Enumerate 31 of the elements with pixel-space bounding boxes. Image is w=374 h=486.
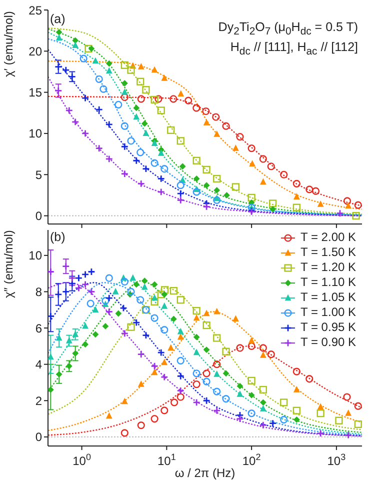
y-tick-label: 15 [28, 86, 42, 100]
y-tick-label: 8 [35, 284, 42, 299]
y-tick-label: 4 [35, 358, 42, 372]
legend-label: T = 2.00 K [300, 230, 356, 245]
legend-label: T = 1.00 K [300, 305, 356, 320]
x-tick-label: 10$^{3}$ [327, 452, 346, 468]
legend-label: T = 1.10 K [300, 275, 356, 290]
annotation: (b) [50, 230, 66, 244]
legend-label: T = 1.05 K [300, 290, 356, 305]
x-tick-label: 10$^{1}$ [157, 452, 176, 468]
y-axis-title: χ″ (emu/mol) [1, 230, 16, 298]
y-tick-label: 10 [28, 248, 42, 263]
legend-label: T = 1.20 K [300, 260, 356, 275]
annotation: (a) [50, 12, 66, 26]
x-axis-title: ω / 2π (Hz) [174, 466, 236, 480]
y-tick-label: 2 [35, 394, 42, 408]
annotation: H$_{dc}$ // [111], H$_{ac}$ // [112] [230, 40, 358, 58]
y-tick-label: 6 [35, 321, 42, 336]
legend-label: T = 0.90 K [300, 335, 356, 350]
legend-label: T = 1.50 K [300, 245, 356, 260]
y-tick-label: 25 [28, 3, 42, 18]
x-tick-label: 10$^{2}$ [242, 452, 261, 468]
y-tick-label: 0 [35, 209, 42, 224]
y-axis-title: χ′ (emu/mol) [1, 11, 16, 77]
text: Dy$_{2}$Ti$_{2}$O$_{7}$ (μ$_{0}$H$_{dc}$ = 0.5 T) [218, 20, 358, 38]
y-tick-label: 0 [35, 430, 42, 444]
y-tick-label: 10 [28, 126, 42, 141]
x-tick-label: 10$^{0}$ [72, 452, 91, 468]
legend-label: T = 0.95 K [300, 320, 356, 335]
y-tick-label: 5 [35, 168, 42, 182]
y-tick-label: 20 [28, 44, 42, 58]
